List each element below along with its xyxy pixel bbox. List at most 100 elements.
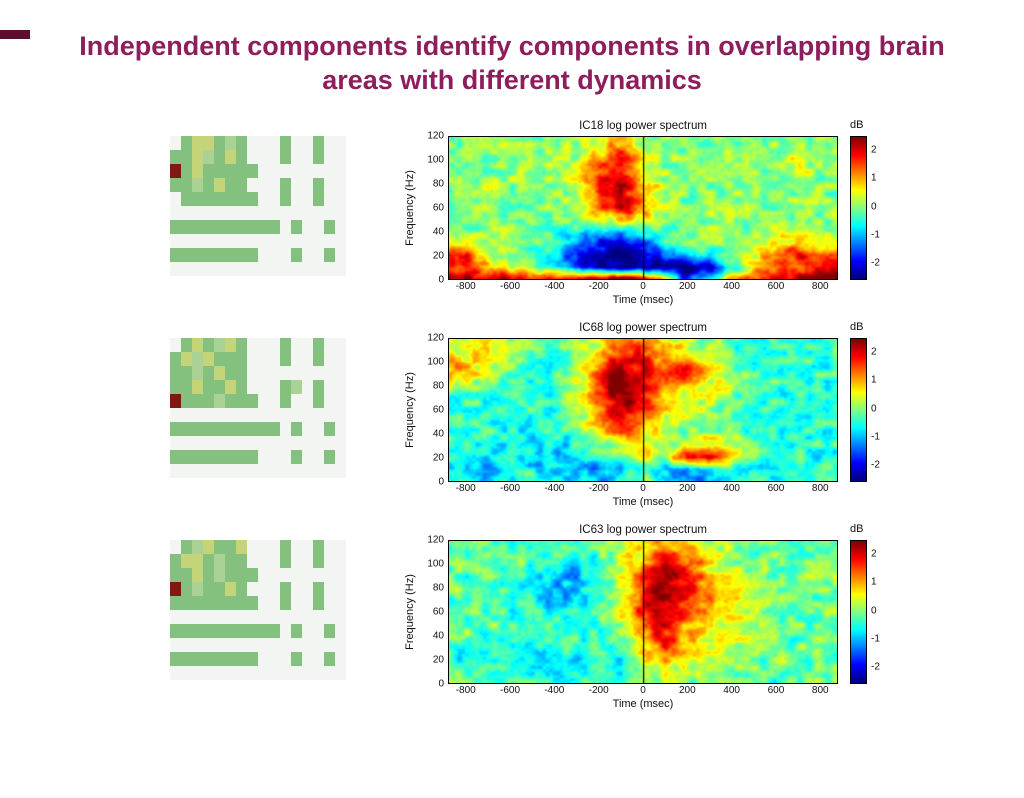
colorbar-tick-label: 0 [871,201,877,212]
scalp-cell [258,135,269,150]
scalp-cell [214,177,225,192]
y-axis-label-text: Frequency (Hz) [404,169,416,246]
x-tick-label: -400 [544,280,565,292]
scalp-cell [170,337,181,352]
scalp-cell-peak [170,393,181,408]
scalp-cell [225,609,236,624]
scalp-cell [225,219,236,234]
scalp-map-row [170,449,346,464]
scalp-cell [269,539,280,554]
scalp-cell [247,421,258,436]
scalp-cell [258,163,269,178]
scalp-map-row [170,637,346,652]
scalp-cell [247,463,258,478]
scalp-cell [280,651,291,666]
colorbar-label: dB [850,118,864,131]
scalp-cell [302,421,313,436]
scalp-cell [214,135,225,150]
scalp-cell [335,637,346,652]
scalp-map-row [170,623,346,638]
scalp-cell [247,651,258,666]
spectrogram-heatmap [449,136,837,279]
scalp-cell [225,365,236,380]
scalp-cell [203,191,214,206]
x-tick-label: 400 [723,280,740,292]
scalp-cell [313,407,324,422]
component-row-ic18: IC18 log power spectrum Frequency (Hz) 0… [0,118,1024,312]
scalp-cell [170,539,181,554]
scalp-map-row [170,539,346,554]
scalp-cell [236,337,247,352]
x-tick-label: -600 [500,684,521,696]
scalp-cell [192,463,203,478]
y-tick-label: 80 [432,380,444,391]
scalp-cell [280,463,291,478]
scalp-cell [258,407,269,422]
scalp-cell [335,337,346,352]
scalp-cell [247,261,258,276]
scalp-cell [203,379,214,394]
ic18-spectrogram-panel: IC18 log power spectrum Frequency (Hz) 0… [402,118,896,309]
scalp-cell [236,567,247,582]
x-tick-label: 200 [678,684,696,696]
scalp-cell [313,261,324,276]
x-tick-label: -400 [544,482,565,494]
scalp-cell [269,463,280,478]
scalp-cell [236,261,247,276]
scalp-cell [247,365,258,380]
scalp-cell [324,553,335,568]
scalp-map-row [170,609,346,624]
scalp-cell [313,463,324,478]
colorbar-tick-label: -2 [871,459,880,471]
scalp-cell [225,463,236,478]
scalp-cell [280,539,291,554]
scalp-cell [313,539,324,554]
y-tick-label: 60 [432,606,444,617]
scalp-cell [181,135,192,150]
scalp-cell [302,407,313,422]
scalp-cell [324,539,335,554]
scalp-cell [324,567,335,582]
colorbar-gradient-frame [850,539,867,684]
scalp-cell [269,163,280,178]
scalp-cell [280,393,291,408]
scalp-cell [335,393,346,408]
scalp-cell [302,247,313,262]
scalp-cell [302,553,313,568]
scalp-cell [291,449,302,464]
scalp-cell [236,539,247,554]
scalp-cell [302,205,313,220]
scalp-cell [280,351,291,366]
scalp-cell [335,665,346,680]
scalp-cell [192,149,203,164]
scalp-cell [324,351,335,366]
scalp-cell [324,219,335,234]
scalp-cell [192,651,203,666]
scalp-cell [203,595,214,610]
scalp-cell [247,609,258,624]
scalp-cell [192,261,203,276]
scalp-cell [203,149,214,164]
scalp-cell [247,191,258,206]
scalp-cell [203,393,214,408]
colorbar-tick-label: -1 [871,229,880,241]
scalp-cell [302,449,313,464]
spectrogram-heatmap [449,338,837,481]
y-tick-label: 120 [427,130,444,141]
scalp-cell [214,191,225,206]
scalp-cell [258,567,269,582]
scalp-cell [313,177,324,192]
scalp-cell [302,435,313,450]
scalp-cell [291,463,302,478]
x-tick-label: 200 [678,482,696,494]
scalp-cell [258,393,269,408]
scalp-cell [181,261,192,276]
scalp-cell [313,379,324,394]
scalp-cell [225,191,236,206]
x-tick-label: 600 [767,280,785,292]
scalp-map-row [170,337,346,352]
scalp-cell [335,539,346,554]
scalp-cell [269,351,280,366]
scalp-cell [258,247,269,262]
colorbar-tick-label: 2 [871,346,877,358]
